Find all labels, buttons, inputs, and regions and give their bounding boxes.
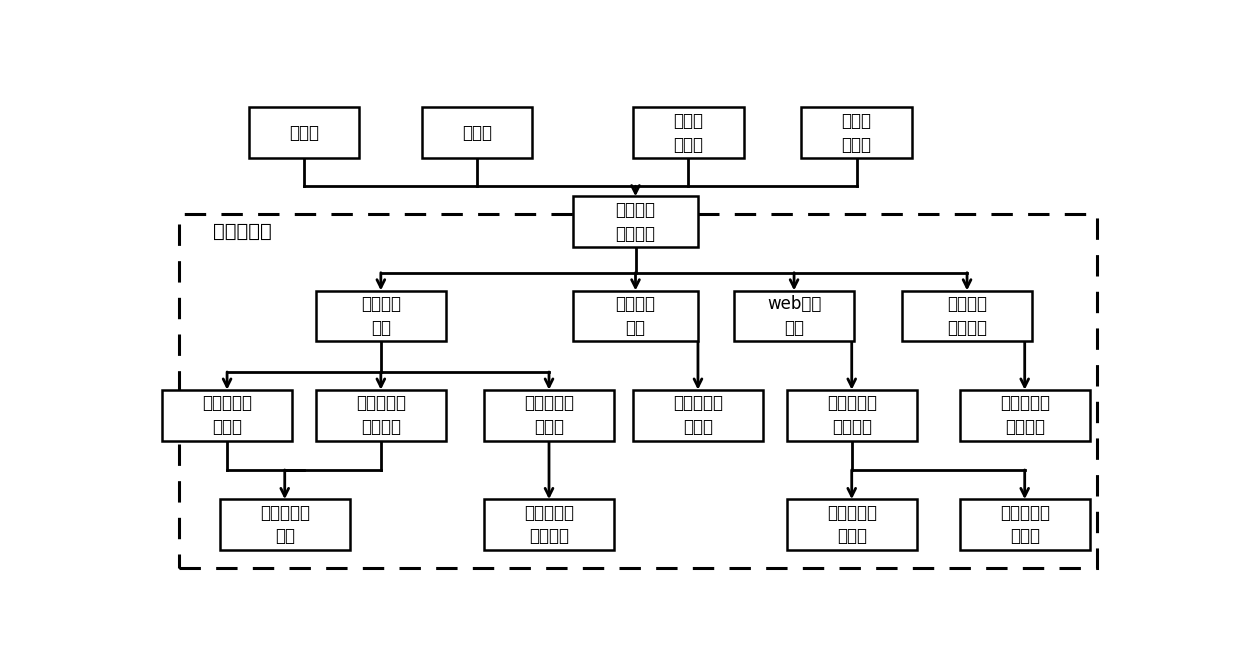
FancyBboxPatch shape: [316, 291, 445, 342]
Text: 上位机显示
及查询: 上位机显示 及查询: [673, 395, 723, 436]
FancyBboxPatch shape: [316, 390, 445, 441]
FancyBboxPatch shape: [484, 390, 614, 441]
Text: 电气测
量信号: 电气测 量信号: [842, 112, 872, 153]
FancyBboxPatch shape: [219, 499, 350, 550]
FancyBboxPatch shape: [787, 390, 916, 441]
Text: 启动电气保
护装置: 启动电气保 护装置: [999, 504, 1050, 545]
Text: 初步诊断
分类模块: 初步诊断 分类模块: [947, 295, 987, 337]
Text: 发电量: 发电量: [463, 124, 492, 141]
FancyBboxPatch shape: [903, 291, 1032, 342]
FancyBboxPatch shape: [634, 107, 744, 158]
Text: 机械测
量信号: 机械测 量信号: [673, 112, 703, 153]
Text: 转轮叶片综
合控制器: 转轮叶片综 合控制器: [356, 395, 405, 436]
Text: 实时状态
模块: 实时状态 模块: [615, 295, 656, 337]
FancyBboxPatch shape: [960, 499, 1090, 550]
FancyBboxPatch shape: [484, 499, 614, 550]
Text: 故障分析及
处理软件: 故障分析及 处理软件: [999, 395, 1050, 436]
Text: 数据采集
存储模块: 数据采集 存储模块: [615, 201, 656, 243]
Text: 调节水轮机
出力: 调节水轮机 出力: [259, 504, 310, 545]
FancyBboxPatch shape: [960, 390, 1090, 441]
Text: 远程用户监
测及通讯: 远程用户监 测及通讯: [827, 395, 877, 436]
Text: web服务
模块: web服务 模块: [766, 295, 821, 337]
Text: 控制变换器
功率输出: 控制变换器 功率输出: [525, 504, 574, 545]
FancyBboxPatch shape: [801, 107, 911, 158]
FancyBboxPatch shape: [162, 390, 291, 441]
FancyBboxPatch shape: [422, 107, 532, 158]
FancyBboxPatch shape: [634, 390, 763, 441]
FancyBboxPatch shape: [734, 291, 854, 342]
Text: 来水量: 来水量: [289, 124, 319, 141]
FancyBboxPatch shape: [787, 499, 916, 550]
FancyBboxPatch shape: [573, 291, 698, 342]
FancyBboxPatch shape: [249, 107, 360, 158]
Text: 数据管理
模块: 数据管理 模块: [361, 295, 401, 337]
FancyBboxPatch shape: [573, 196, 698, 247]
Text: 启动机械保
护装置: 启动机械保 护装置: [827, 504, 877, 545]
Text: 水流量综合
控制器: 水流量综合 控制器: [202, 395, 252, 436]
Text: 主控制单元: 主控制单元: [213, 222, 272, 241]
Text: 矩阵变换器
控制器: 矩阵变换器 控制器: [525, 395, 574, 436]
